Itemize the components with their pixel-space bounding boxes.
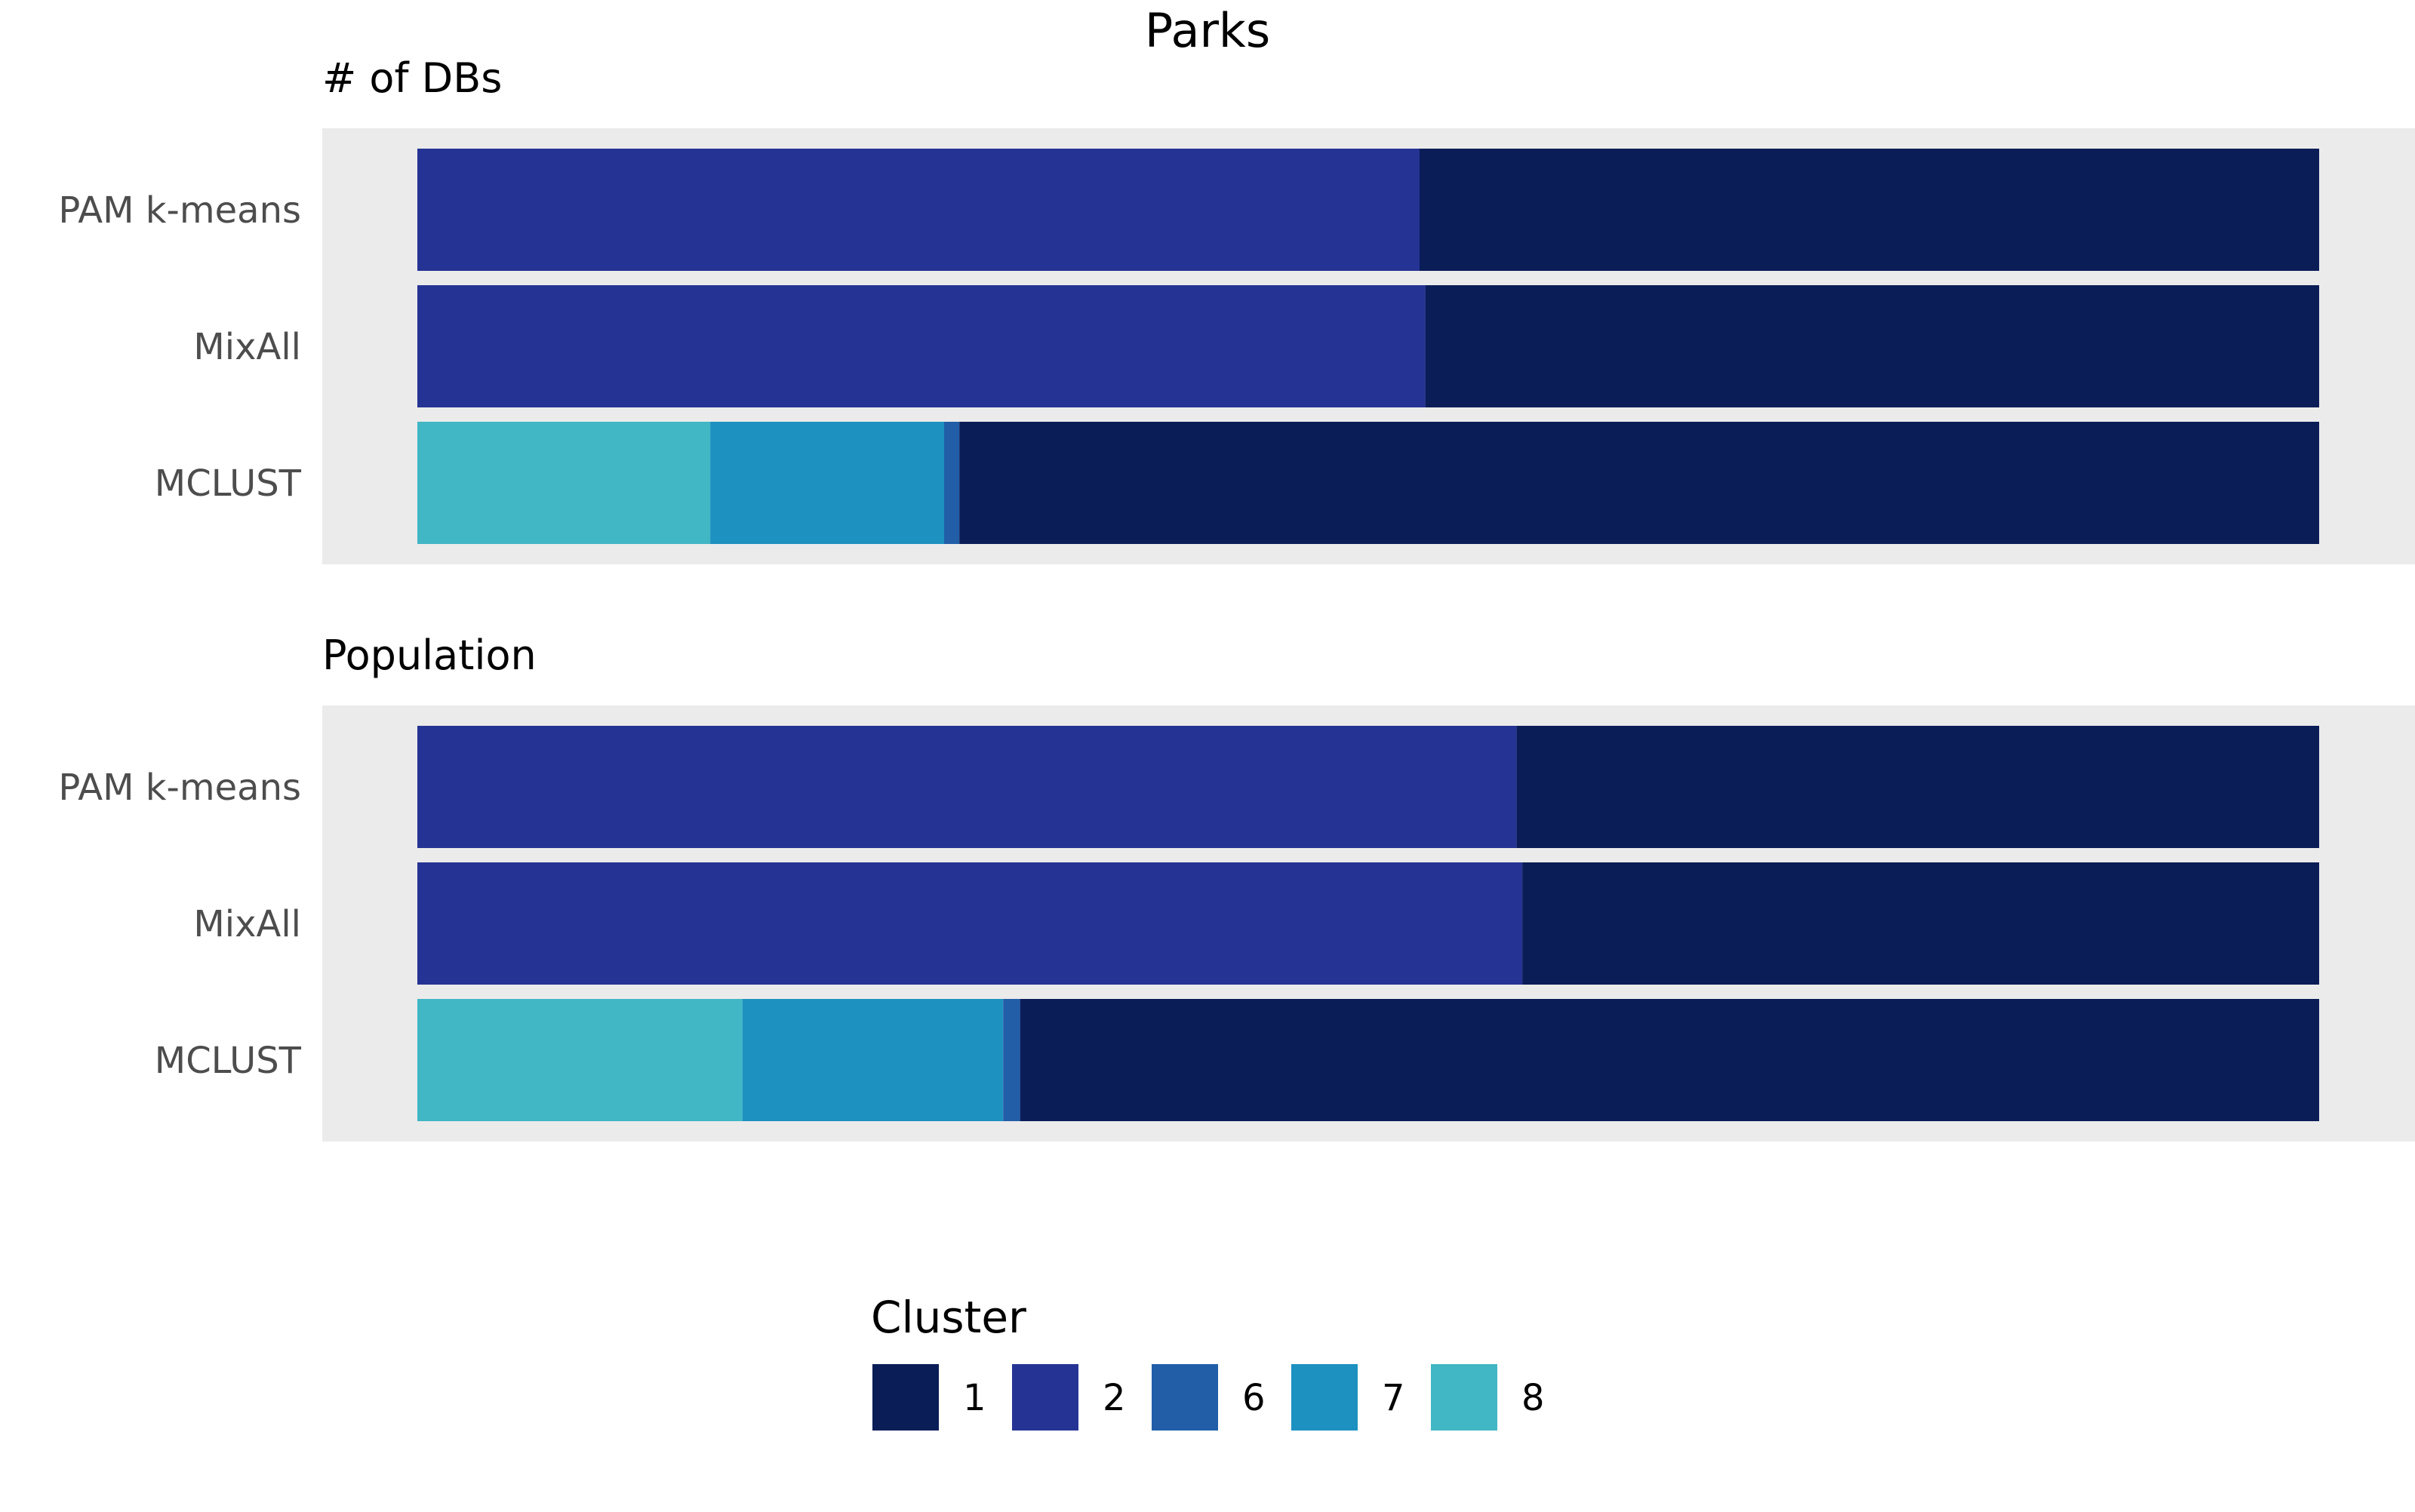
legend-label-1: 1 [963, 1377, 986, 1419]
category-label: PAM k-means [58, 189, 301, 232]
category-label: MixAll [193, 903, 301, 945]
bar-segment-cluster-8 [417, 422, 711, 544]
bar-segment-cluster-1 [1425, 285, 2319, 407]
category-label: PAM k-means [58, 767, 301, 809]
category-label: MCLUST [155, 1040, 302, 1082]
panel-title: # of DBs [322, 54, 502, 102]
bar-segment-cluster-7 [710, 422, 945, 544]
legend-swatch-1 [872, 1364, 939, 1431]
chart-title: Parks [1145, 3, 1270, 58]
panel-title: Population [322, 632, 537, 679]
bar-segment-cluster-2 [417, 149, 1420, 271]
bar-segment-cluster-6 [1003, 999, 1020, 1121]
bar-segment-cluster-7 [742, 999, 1004, 1121]
category-label: MCLUST [155, 463, 302, 505]
bar-segment-cluster-1 [1522, 862, 2319, 985]
bar-segment-cluster-2 [417, 862, 1523, 985]
legend-label-6: 6 [1242, 1377, 1266, 1419]
category-label: MixAll [193, 326, 301, 368]
legend-label-7: 7 [1382, 1377, 1405, 1419]
legend-label-8: 8 [1521, 1377, 1545, 1419]
legend-swatch-8 [1431, 1364, 1497, 1431]
bar-segment-cluster-1 [959, 422, 2319, 544]
bar-segment-cluster-8 [417, 999, 743, 1121]
legend-swatch-6 [1152, 1364, 1218, 1431]
legend-label-2: 2 [1103, 1377, 1126, 1419]
bar-segment-cluster-1 [1020, 999, 2319, 1121]
legend-swatch-2 [1012, 1364, 1078, 1431]
bar-segment-cluster-1 [1420, 149, 2319, 271]
legend-swatch-7 [1291, 1364, 1358, 1431]
legend-title: Cluster [871, 1292, 1026, 1343]
bar-segment-cluster-2 [417, 285, 1426, 407]
bar-segment-cluster-1 [1516, 726, 2319, 848]
bar-segment-cluster-2 [417, 726, 1517, 848]
bar-segment-cluster-6 [944, 422, 960, 544]
